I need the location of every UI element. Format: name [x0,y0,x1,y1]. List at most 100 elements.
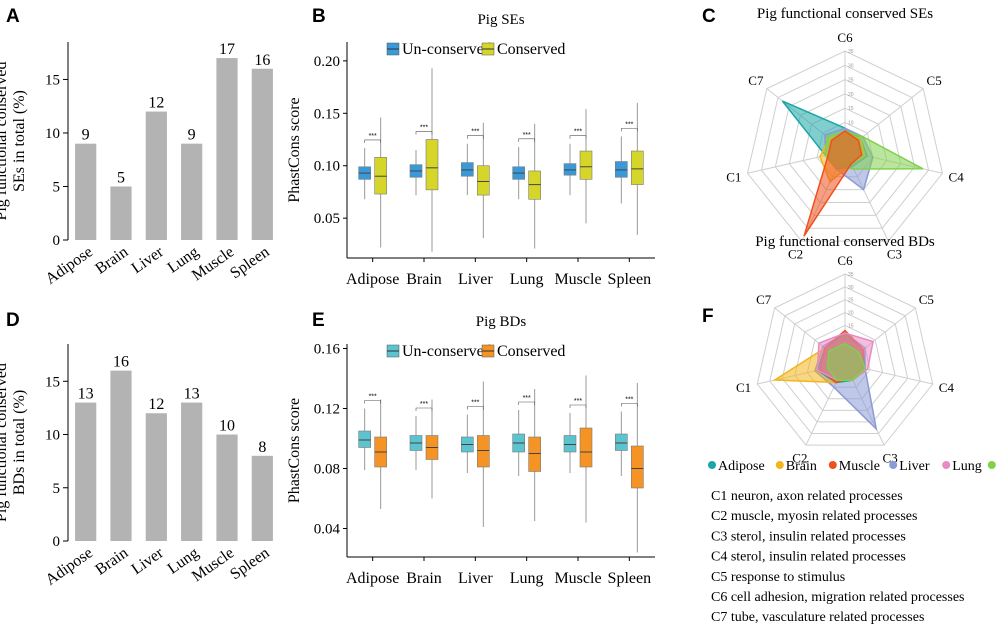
box [358,430,371,448]
y-tick-label: 0.04 [314,522,341,538]
legend-label: Adipose [718,459,765,474]
bar-value-label: 17 [219,41,235,58]
y-axis-label: BDs in total (%) [11,390,28,495]
significance-bracket [415,407,433,411]
radar-ring-label: 20 [848,92,854,98]
radar-ring-label: 15 [848,323,854,329]
bar-value-label: 5 [117,169,125,186]
x-tick-label: Liver [458,271,493,288]
cluster-descriptions: C1 neuron, axon related processes C2 musc… [711,489,964,625]
significance-bracket [364,400,381,404]
description-line: C5 response to stimulus [711,570,845,585]
significance-label: *** [369,394,377,401]
bar-value-label: 12 [148,396,164,413]
y-tick-label: 0.15 [314,106,340,122]
radar-ring-label: 10 [848,120,854,126]
radar-axis-label: C7 [756,292,772,307]
box [615,433,628,451]
significance-label: *** [369,133,377,140]
y-tick-label: 0.05 [314,211,340,227]
bar [110,370,132,541]
chart-title: Pig functional conserved BDs [755,234,935,250]
legend-label: Conserved [497,41,565,58]
radar-ring [760,64,930,229]
x-tick-label: Adipose [43,243,96,288]
significance-bracket [364,139,381,143]
y-tick-label: 15 [45,72,60,88]
y-tick-label: 0.16 [314,342,341,358]
bar [251,455,273,541]
radar-axis-label: C7 [748,73,764,88]
bar [75,402,97,541]
x-tick-label: Brain [92,544,131,578]
box [461,162,474,177]
x-tick-label: Muscle [554,570,601,587]
radar-ring-label: 35 [848,272,854,278]
description-line: C3 sterol, insulin related processes [711,529,906,544]
legend-label: Un-conserved [402,343,492,360]
x-tick-label: Liver [458,570,493,587]
box [528,170,541,200]
description-line: C6 cell adhesion, migration related proc… [711,590,964,605]
radar-series-muscle [803,130,863,237]
legend-dot [708,461,716,469]
radar-axis-label: C4 [939,380,955,395]
box [528,436,541,472]
y-axis-label: Pig functional conserved [0,61,10,220]
radar-ring [756,273,934,446]
radar-legend: AdiposeBrainMuscleLiverLungSpleen [708,459,996,474]
box [374,157,387,195]
significance-label: *** [574,398,582,405]
y-axis-label: PhastCons score [286,398,303,503]
box [563,163,577,176]
legend-label: Conserved [497,343,565,360]
y-tick-label: 5 [53,481,61,497]
radar-axis-label: C6 [837,30,853,45]
radar-axis-label: C5 [927,73,942,88]
radar-ring-label: 30 [848,285,854,291]
radar-ring [769,286,921,435]
x-tick-label: Lung [510,570,544,587]
bar [216,58,238,241]
radar-chart-bd: Pig functional conserved BDs C6 C5 C4 C3 C2 C1… [736,234,954,466]
box [477,435,490,468]
bar [181,402,203,541]
bar-value-label: 16 [113,354,129,371]
significance-label: *** [420,401,428,408]
box [477,165,490,196]
y-axis-label: Pig functional conserved [0,363,10,522]
radar-ring [774,79,916,216]
bar-value-label: 10 [219,418,235,435]
y-tick-label: 5 [53,179,61,195]
panel-label-f: F [702,306,714,327]
y-tick-label: 0 [53,233,61,249]
legend-label: Brain [786,459,817,474]
x-tick-label: Adipose [346,271,399,288]
radar-axis-label: C2 [788,247,803,262]
radar-axis-label: C1 [736,380,751,395]
significance-bracket [621,128,638,132]
x-tick-label: Liver [128,544,167,578]
x-tick-label: Spleen [227,544,272,583]
bar-chart-bd: 05101513Adipose16Brain12Liver13Lung10Mus… [0,344,273,589]
significance-bracket [569,404,587,408]
panel-label-b: B [312,6,326,27]
bar [110,186,132,240]
boxplot-bd: Pig BDs 0.04 0.08 0.12 0.16 PhastCons score Un… [286,314,655,587]
bar-value-label: 12 [148,95,164,112]
legend-dot [987,461,996,469]
x-tick-label: Spleen [227,243,272,282]
radar-ring [788,93,902,203]
panel-label-d: D [6,310,20,331]
legend-label: Liver [899,459,930,474]
y-axis-label: SEs in total (%) [11,90,28,192]
radar-ring [746,50,944,242]
radar-axis-label: C1 [726,169,741,184]
significance-label: *** [523,395,531,402]
box [425,139,439,191]
boxplot-se: Pig SEs 0.05 0.10 0.15 0.20 PhastCons score Un… [286,12,655,288]
legend-dot [775,461,784,469]
bar [145,413,167,541]
bar [181,143,203,240]
